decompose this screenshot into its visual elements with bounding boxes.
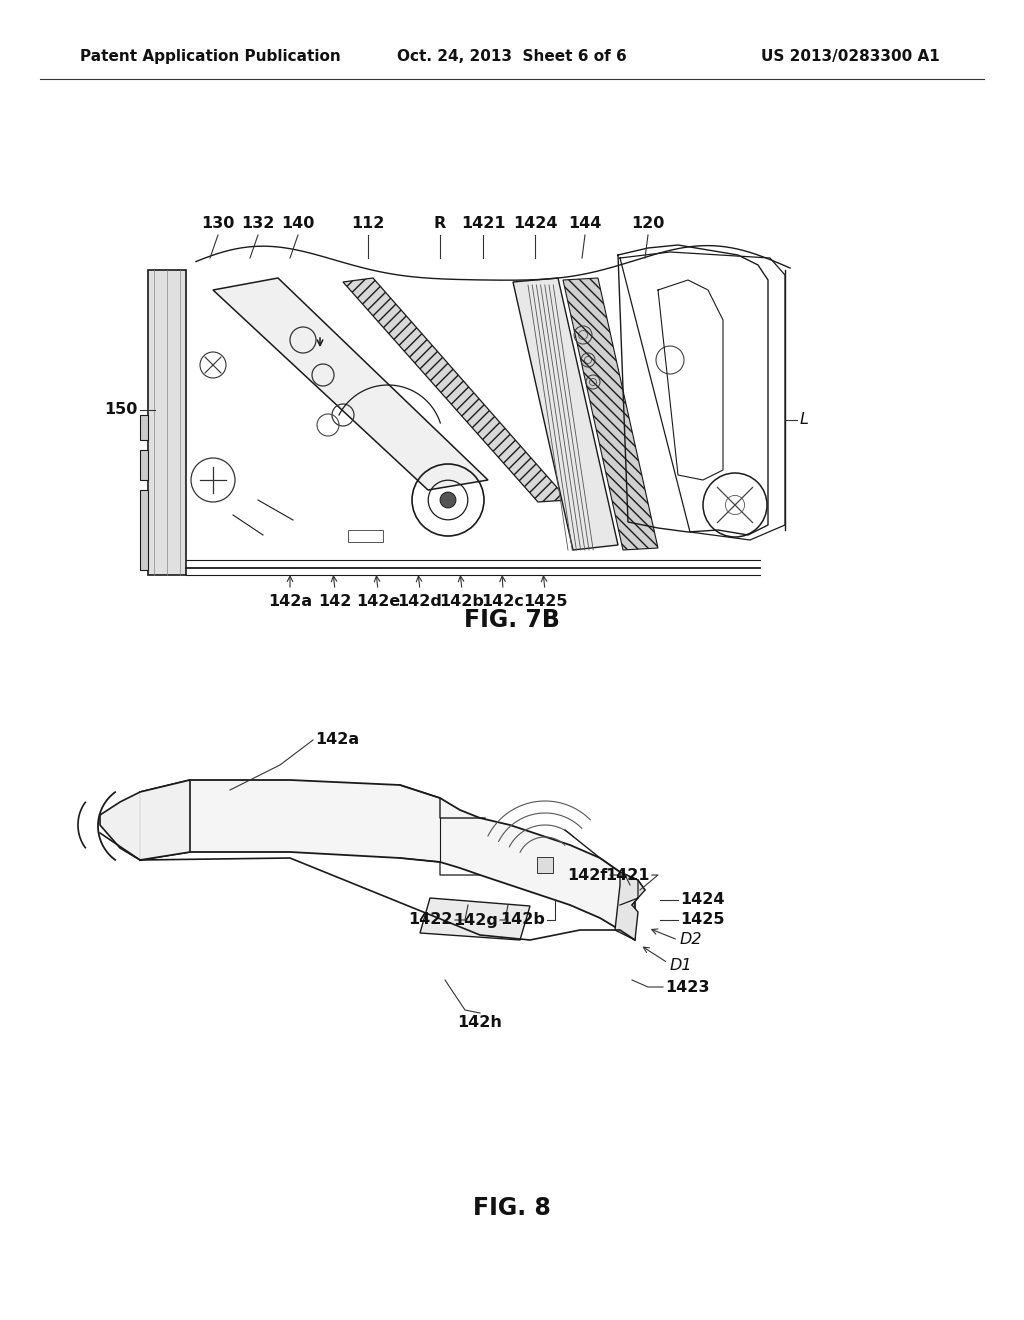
Text: 142e: 142e: [356, 594, 400, 609]
Text: 142a: 142a: [268, 594, 312, 609]
Polygon shape: [513, 279, 618, 550]
Text: 142c: 142c: [481, 594, 524, 609]
Text: R: R: [434, 216, 446, 231]
Polygon shape: [140, 780, 635, 940]
Text: 142h: 142h: [458, 1015, 503, 1030]
Text: L: L: [800, 412, 809, 428]
Text: 112: 112: [351, 216, 385, 231]
Polygon shape: [563, 279, 658, 550]
Text: 1424: 1424: [680, 892, 725, 908]
Text: 120: 120: [632, 216, 665, 231]
Text: 1421: 1421: [461, 216, 505, 231]
Text: Oct. 24, 2013  Sheet 6 of 6: Oct. 24, 2013 Sheet 6 of 6: [397, 49, 627, 65]
Text: D2: D2: [680, 932, 702, 948]
Text: 1424: 1424: [513, 216, 557, 231]
Polygon shape: [343, 279, 568, 502]
Polygon shape: [140, 450, 148, 480]
Text: 142a: 142a: [315, 733, 359, 747]
Text: 1425: 1425: [680, 912, 725, 928]
Text: FIG. 8: FIG. 8: [473, 1196, 551, 1220]
Text: 142g: 142g: [454, 912, 498, 928]
Text: 142b: 142b: [439, 594, 484, 609]
Text: 140: 140: [282, 216, 314, 231]
Text: 1423: 1423: [665, 979, 710, 994]
Text: 150: 150: [104, 403, 138, 417]
Text: 1425: 1425: [522, 594, 567, 609]
Text: 142d: 142d: [397, 594, 442, 609]
Polygon shape: [537, 857, 553, 873]
Polygon shape: [140, 490, 148, 570]
Polygon shape: [100, 780, 190, 861]
Polygon shape: [140, 414, 148, 440]
Polygon shape: [213, 279, 488, 490]
Polygon shape: [615, 873, 645, 940]
Text: 1421: 1421: [605, 867, 650, 883]
Text: 130: 130: [202, 216, 234, 231]
Text: 142b: 142b: [500, 912, 545, 928]
Text: 142: 142: [318, 594, 351, 609]
Text: 1422: 1422: [409, 912, 453, 928]
Text: D1: D1: [670, 957, 692, 973]
Text: US 2013/0283300 A1: US 2013/0283300 A1: [761, 49, 940, 65]
Polygon shape: [420, 898, 530, 940]
Text: 132: 132: [242, 216, 274, 231]
Polygon shape: [148, 271, 186, 576]
Circle shape: [440, 492, 456, 508]
Text: 144: 144: [568, 216, 602, 231]
Text: 142f: 142f: [567, 867, 608, 883]
Text: Patent Application Publication: Patent Application Publication: [80, 49, 341, 65]
Text: FIG. 7B: FIG. 7B: [464, 609, 560, 632]
